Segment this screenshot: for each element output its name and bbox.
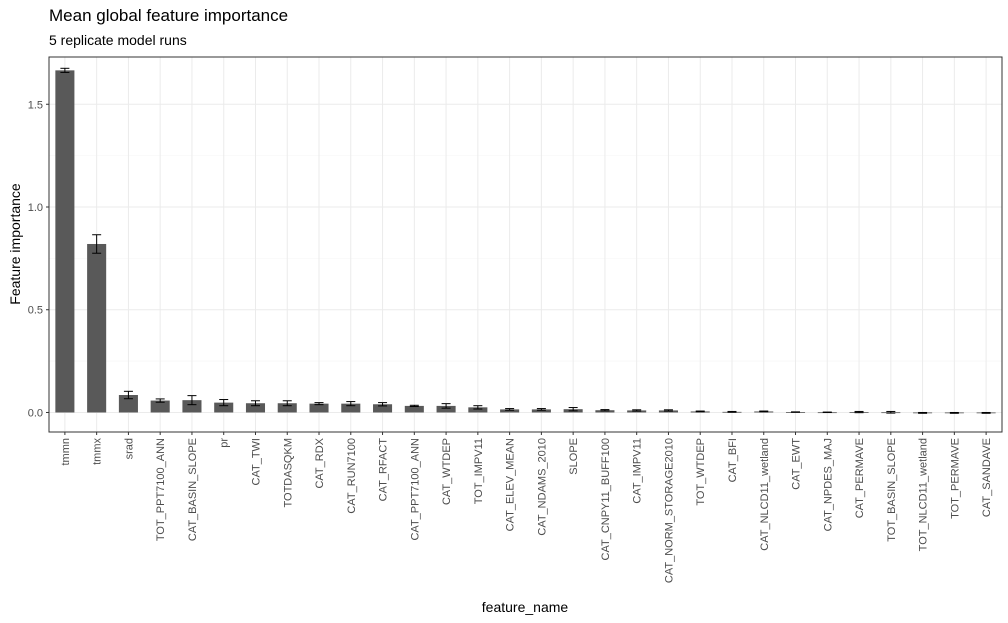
x-tick-label: CAT_IMPV11 — [632, 438, 644, 504]
x-tick-label: CAT_PPT7100_ANN — [409, 438, 421, 541]
bar — [309, 403, 329, 413]
x-tick-label: CAT_RUN7100 — [346, 438, 358, 514]
y-axis-label: Feature importance — [7, 183, 23, 305]
bar — [87, 243, 107, 413]
x-tick-label: tmmn — [60, 438, 72, 466]
x-tick-label: CAT_BASIN_SLOPE — [187, 438, 199, 541]
bar — [341, 403, 361, 413]
x-tick-label: CAT_RDX — [314, 437, 326, 488]
bar — [373, 404, 393, 413]
x-tick-label: TOT_PERMAVE — [949, 438, 961, 519]
x-tick-label: CAT_NORM_STORAGE2010 — [663, 438, 675, 583]
x-tick-label: TOT_IMPV11 — [473, 438, 485, 504]
chart-subtitle: 5 replicate model runs — [49, 32, 187, 48]
x-tick-label: CAT_TWI — [250, 438, 262, 485]
x-tick-label: CAT_CNPY11_BUFF100 — [600, 438, 612, 560]
x-tick-label: tmmx — [92, 438, 104, 465]
bar — [182, 400, 202, 413]
x-tick-label: CAT_NLCD11_wetland — [759, 438, 771, 551]
x-tick-label: TOT_NLCD11_wetland — [918, 438, 930, 551]
x-tick-label: TOT_PPT7100_ANN — [155, 438, 167, 541]
bar — [150, 400, 170, 413]
x-tick-label: CAT_RFACT — [378, 438, 390, 502]
chart-title: Mean global feature importance — [49, 6, 289, 25]
bar — [531, 409, 551, 413]
y-tick-label: 1.5 — [28, 99, 43, 111]
y-tick-label: 1.0 — [28, 202, 43, 214]
bar — [55, 70, 75, 413]
x-axis-label: feature_name — [482, 599, 569, 615]
bar — [404, 405, 424, 413]
panel-border — [48, 56, 1003, 433]
bar — [245, 403, 266, 413]
bars — [55, 70, 996, 414]
bar — [500, 409, 520, 413]
x-axis-ticks: tmmn tmmx srad TOT_PPT7100_ANN CAT_BASIN_SLO… — [60, 432, 993, 583]
y-tick-label: 0.5 — [28, 305, 43, 317]
bar — [277, 403, 297, 413]
x-tick-label: CAT_EWT — [791, 438, 803, 490]
y-tick-label: 0.0 — [28, 407, 43, 419]
grid-lines — [49, 57, 1002, 432]
x-tick-label: CAT_WTDEP — [441, 438, 453, 505]
error-bars — [60, 67, 991, 414]
x-tick-label: CAT_NPDES_MAJ — [822, 438, 834, 531]
x-tick-label: pr — [219, 438, 231, 448]
bar — [214, 402, 234, 413]
x-tick-label: CAT_SANDAVE — [981, 438, 993, 517]
x-tick-label: CAT_BFI — [727, 438, 739, 482]
x-tick-label: srad — [123, 438, 135, 459]
bar — [118, 395, 138, 413]
bar — [468, 407, 488, 413]
x-tick-label: TOT_BASIN_SLOPE — [886, 438, 898, 542]
bar — [595, 410, 615, 413]
x-tick-label: CAT_PERMAVE — [854, 438, 866, 518]
x-tick-label: TOT_WTDEP — [695, 438, 707, 506]
x-tick-label: TOTDASQKM — [282, 438, 294, 507]
x-tick-label: CAT_ELEV_MEAN — [505, 438, 517, 531]
bar — [436, 405, 456, 413]
y-axis-ticks: 0.0 0.5 1.0 1.5 — [28, 99, 49, 419]
x-tick-label: CAT_NDAMS_2010 — [536, 438, 548, 536]
x-tick-label: SLOPE — [568, 438, 580, 475]
